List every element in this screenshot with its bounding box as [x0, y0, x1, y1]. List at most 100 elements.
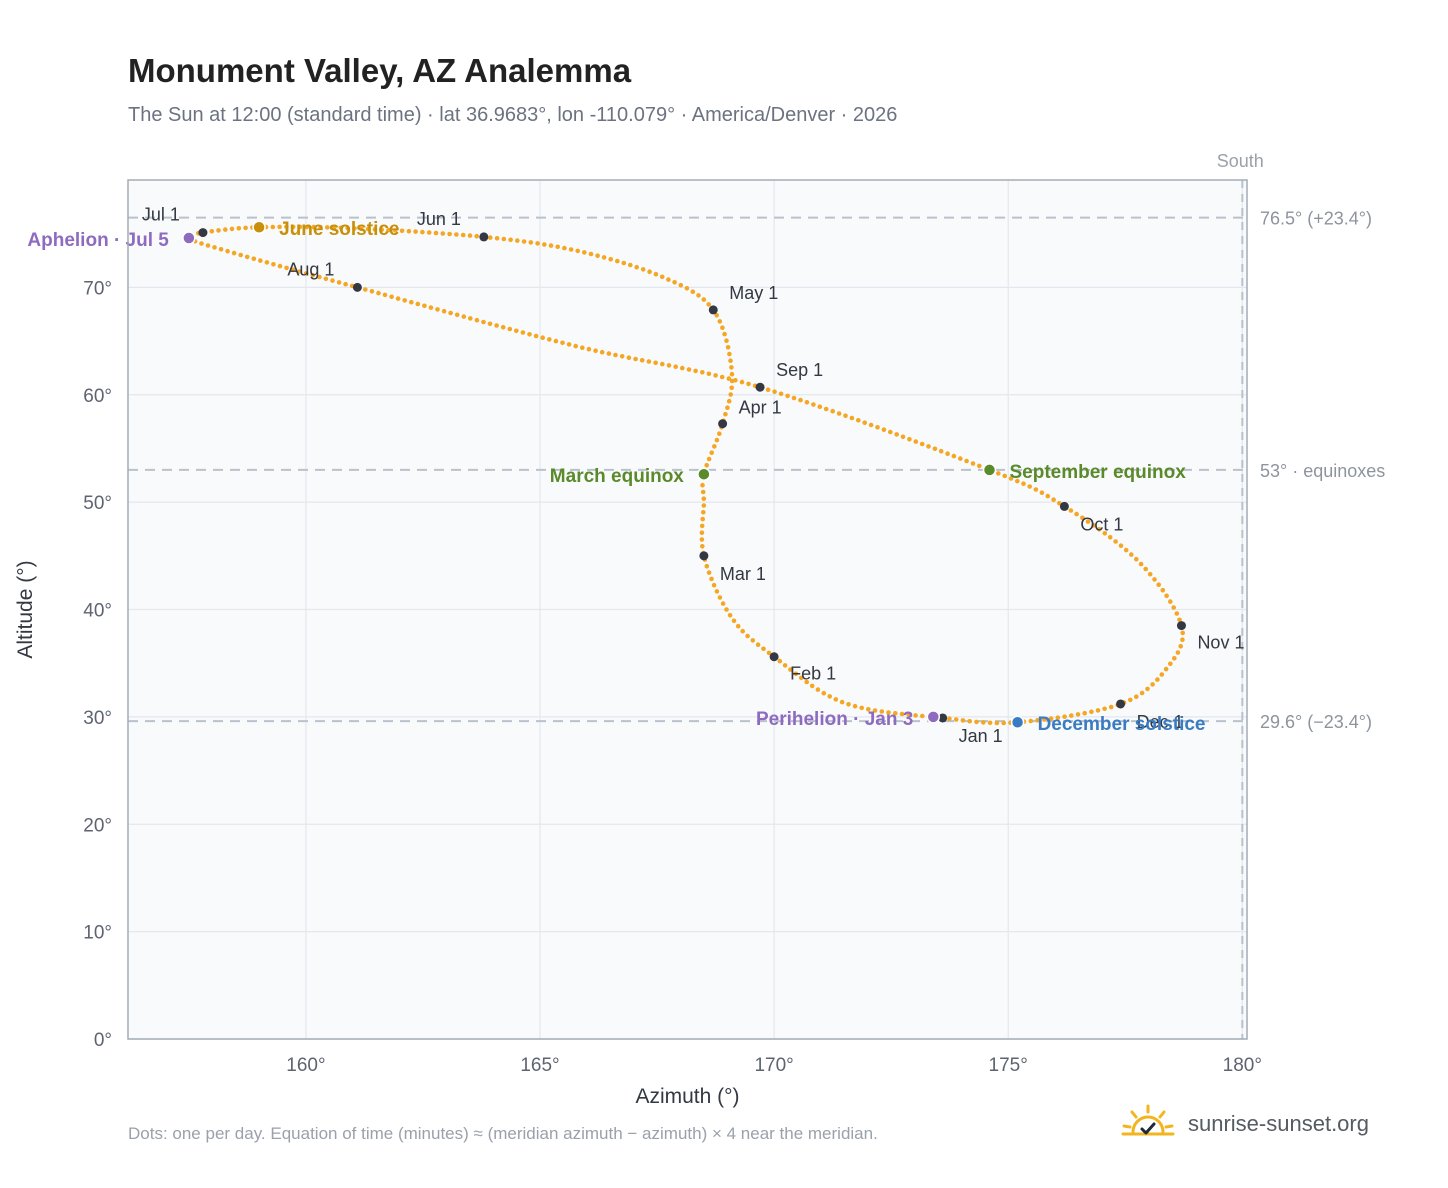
- daily-dot: [725, 405, 730, 411]
- daily-dot: [920, 713, 925, 719]
- daily-dot: [714, 313, 719, 318]
- daily-dot: [720, 601, 726, 606]
- event-dot: [926, 710, 941, 724]
- daily-dot: [712, 444, 717, 449]
- daily-dot: [270, 224, 276, 230]
- daily-dot: [1171, 605, 1176, 610]
- month-dot: [352, 282, 362, 292]
- daily-dot: [382, 292, 388, 298]
- daily-dot: [216, 228, 221, 233]
- daily-dot: [1102, 531, 1108, 536]
- daily-dot: [640, 267, 646, 272]
- daily-dot: [402, 298, 408, 303]
- daily-dot: [761, 646, 766, 652]
- daily-dot: [729, 365, 734, 370]
- daily-dot: [706, 302, 711, 307]
- reference-lines: [128, 180, 1247, 1039]
- chart-subtitle: The Sun at 12:00 (standard time) · lat 3…: [128, 104, 898, 126]
- daily-dot: [284, 224, 289, 230]
- daily-dot: [836, 411, 842, 416]
- brand[interactable]: sunrise-sunset.org: [1120, 1102, 1369, 1146]
- daily-dot: [514, 328, 519, 334]
- month-label: Sep 1: [776, 360, 823, 380]
- daily-dot: [1055, 715, 1061, 720]
- daily-dot: [428, 305, 434, 310]
- daily-dot: [507, 326, 513, 332]
- daily-dot: [1108, 704, 1114, 710]
- daily-dot: [372, 227, 378, 232]
- reference-line-label: 53° · equinoxes: [1260, 461, 1385, 481]
- daily-dot: [1021, 481, 1026, 487]
- daily-dot: [488, 235, 493, 240]
- daily-dot: [205, 243, 211, 248]
- daily-dot: [1002, 473, 1007, 479]
- reference-line-label: 76.5° (+23.4°): [1260, 209, 1372, 229]
- daily-dot: [724, 607, 729, 612]
- daily-dot: [919, 441, 925, 447]
- daily-dot: [1074, 511, 1079, 517]
- daily-dot: [223, 227, 228, 232]
- daily-dot: [1082, 710, 1087, 716]
- daily-dot: [1163, 666, 1169, 672]
- daily-dot: [709, 450, 714, 456]
- daily-dot: [906, 712, 912, 717]
- month-dot: [479, 232, 489, 242]
- daily-dot: [823, 406, 829, 412]
- daily-dot: [746, 381, 751, 387]
- daily-dot: [1051, 497, 1056, 503]
- event-label: June solstice: [279, 219, 399, 240]
- daily-dot: [862, 420, 867, 426]
- daily-dot: [586, 346, 592, 352]
- daily-dot: [1107, 535, 1113, 540]
- daily-dot: [297, 269, 303, 274]
- daily-dot: [615, 258, 620, 264]
- daily-dot: [1039, 490, 1045, 496]
- daily-dot: [866, 707, 871, 712]
- daily-dot: [881, 427, 887, 433]
- daily-dot: [345, 225, 351, 231]
- daily-dot: [501, 236, 507, 242]
- daily-dot: [426, 230, 432, 235]
- daily-dot: [238, 252, 243, 258]
- daily-dot: [626, 355, 632, 361]
- daily-dot: [454, 232, 459, 237]
- daily-dot: [229, 226, 235, 232]
- month-label: Oct 1: [1080, 514, 1123, 534]
- daily-dot: [945, 451, 950, 457]
- daily-dot: [1152, 577, 1157, 582]
- daily-dot: [634, 264, 639, 270]
- daily-dot: [798, 675, 804, 681]
- daily-dot: [547, 337, 552, 342]
- daily-dot: [745, 633, 750, 639]
- daily-dot: [474, 233, 480, 239]
- daily-dot: [1089, 709, 1094, 715]
- daily-dot: [487, 321, 493, 327]
- daily-dot: [788, 667, 793, 672]
- daily-dot: [199, 241, 204, 246]
- daily-dot: [468, 316, 473, 321]
- daily-dot: [376, 290, 381, 296]
- daily-dot: [951, 453, 957, 459]
- month-dot: [699, 551, 709, 561]
- daily-dot: [415, 301, 421, 307]
- event-label: December solstice: [1038, 714, 1206, 735]
- daily-dot: [1080, 515, 1085, 521]
- daily-dot: [1069, 713, 1074, 718]
- daily-dot: [1068, 508, 1074, 513]
- daily-dot: [893, 711, 898, 716]
- daily-dot: [859, 705, 864, 711]
- daily-dot: [528, 240, 534, 245]
- daily-dot: [856, 418, 861, 423]
- daily-dot: [209, 229, 215, 234]
- month-label: Aug 1: [287, 259, 334, 279]
- x-tick-label: 160°: [286, 1055, 325, 1076]
- daily-dot: [1128, 697, 1133, 703]
- plot-frame: [127, 179, 1248, 1040]
- daily-dot: [1028, 718, 1034, 724]
- daily-dot: [938, 448, 944, 454]
- daily-dot: [713, 373, 718, 378]
- daily-dot: [714, 589, 720, 594]
- month-label: Dec 1: [1137, 712, 1184, 732]
- daily-dot: [535, 241, 540, 246]
